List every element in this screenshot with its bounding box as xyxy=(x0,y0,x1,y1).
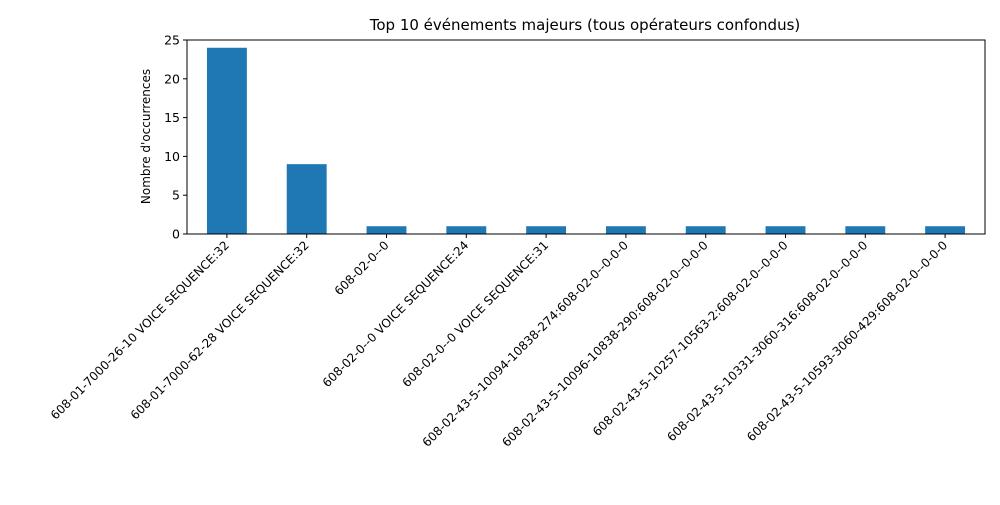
y-axis-label: Nombre d'occurrences xyxy=(139,69,153,204)
y-tick-label: 20 xyxy=(164,71,180,86)
y-tick-label: 0 xyxy=(172,227,180,242)
bar xyxy=(845,226,886,234)
y-tick-label: 15 xyxy=(164,110,180,125)
chart-title: Top 10 événements majeurs (tous opérateu… xyxy=(369,16,801,34)
bar xyxy=(765,226,806,234)
bar xyxy=(925,226,966,234)
y-tick-label: 10 xyxy=(164,149,180,164)
y-axis: 0 5 10 15 20 25 xyxy=(164,33,187,242)
bar xyxy=(206,47,247,235)
y-tick-label: 25 xyxy=(164,33,180,48)
bars xyxy=(206,47,966,235)
y-tick-label: 5 xyxy=(172,188,180,203)
bar xyxy=(446,226,487,234)
bar xyxy=(286,164,327,234)
bar xyxy=(526,226,567,234)
bar xyxy=(605,226,646,234)
plot-frame xyxy=(186,39,986,235)
bar xyxy=(685,226,726,234)
bar xyxy=(366,226,407,234)
